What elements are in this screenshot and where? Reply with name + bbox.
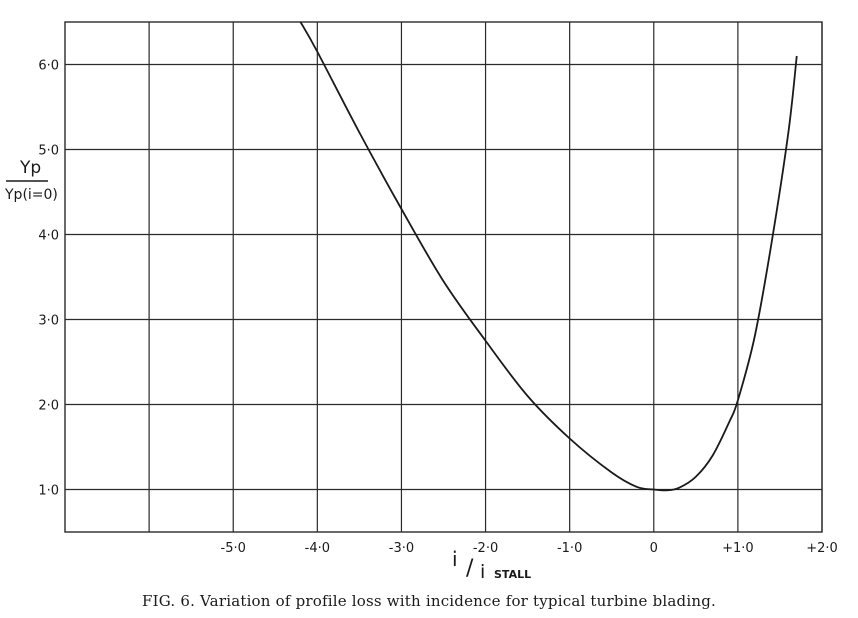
x-tick-label: +1·0: [722, 541, 754, 556]
plot-frame: [64, 21, 823, 533]
x-tick-label: -4·0: [305, 541, 330, 556]
x-label-main: i: [452, 547, 458, 571]
x-tick-label: -3·0: [389, 541, 414, 556]
tick-labels: -5·0 -4·0 -3·0 -2·0 -1·0 0 +1·0 +2·0 1·0 2·0 3·0 4·…: [38, 59, 837, 557]
x-label-denominator: i: [480, 561, 485, 583]
y-tick-label: 6·0: [38, 59, 59, 74]
x-tick-label: -1·0: [557, 541, 582, 556]
x-axis-label: i / i STALL: [452, 547, 531, 583]
y-tick-label: 1·0: [38, 484, 59, 499]
y-axis-label: Yp Yp(i=0): [4, 158, 58, 203]
x-label-slash: /: [466, 556, 474, 581]
x-tick-label: 0: [650, 541, 658, 556]
y-label-numerator: Yp: [19, 158, 41, 178]
y-tick-label: 3·0: [38, 314, 59, 329]
x-tick-label: -5·0: [221, 541, 246, 556]
x-label-subscript: STALL: [494, 568, 531, 581]
grid-lines: [65, 22, 823, 532]
y-tick-label: 4·0: [38, 229, 59, 244]
x-tick-label: +2·0: [806, 541, 838, 556]
loss-curve: [299, 22, 798, 492]
y-tick-label: 5·0: [38, 144, 59, 159]
series-line: [299, 22, 798, 492]
y-label-denominator: Yp(i=0): [4, 187, 58, 203]
x-tick-label: -2·0: [473, 541, 498, 556]
plot-border: [64, 21, 823, 533]
figure-caption: FIG. 6. Variation of profile loss with i…: [142, 592, 716, 610]
y-tick-label: 2·0: [38, 399, 59, 414]
